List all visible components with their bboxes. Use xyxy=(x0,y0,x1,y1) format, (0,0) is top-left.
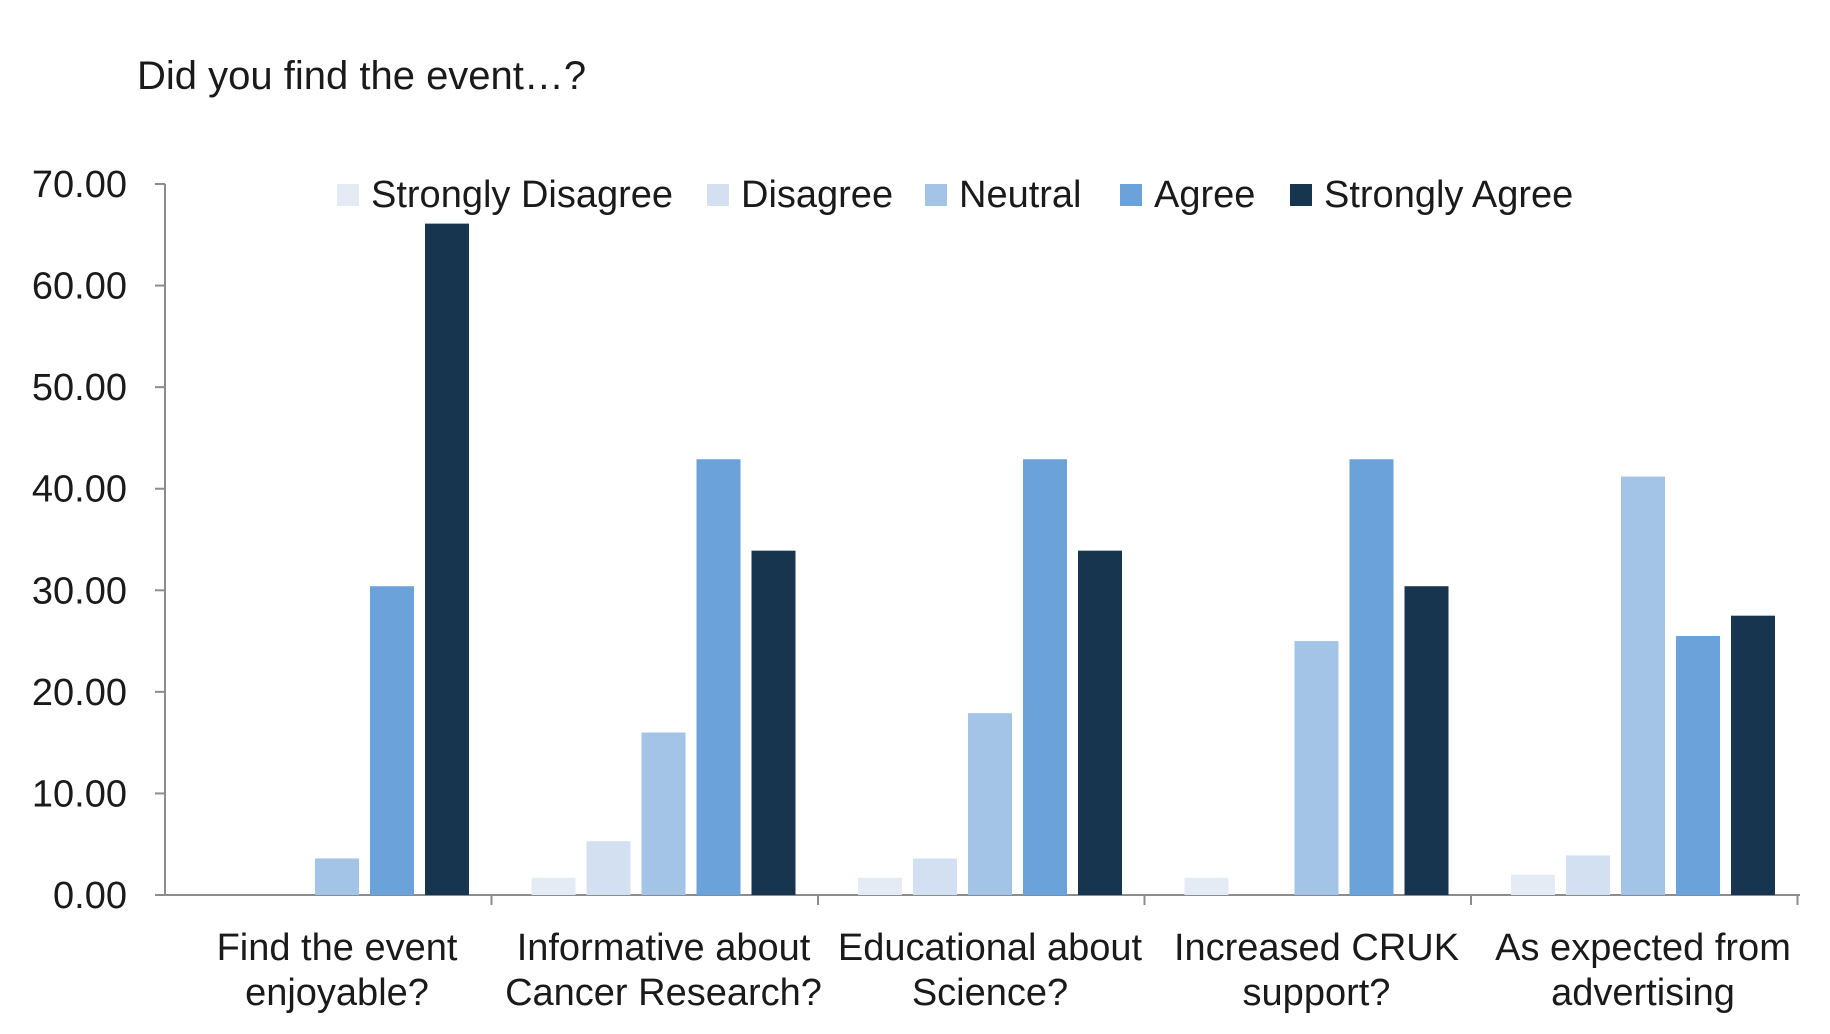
bar xyxy=(1404,586,1449,895)
legend-label: Agree xyxy=(1154,174,1255,216)
legend-swatch xyxy=(707,184,729,206)
x-category-label: Science? xyxy=(912,972,1068,1014)
x-category-label: As expected from xyxy=(1495,927,1791,969)
bar xyxy=(1349,459,1394,895)
legend-label: Neutral xyxy=(959,174,1082,216)
legend-label: Strongly Disagree xyxy=(371,174,673,216)
chart-title: Did you find the event…? xyxy=(137,54,587,98)
bar xyxy=(913,858,957,895)
bar xyxy=(696,459,741,895)
legend-swatch xyxy=(925,184,947,206)
bar xyxy=(968,713,1012,895)
legend-swatch xyxy=(337,184,359,206)
y-tick-label: 10.00 xyxy=(32,773,127,815)
x-category-label: Educational about xyxy=(838,927,1143,969)
legend-label: Strongly Agree xyxy=(1324,174,1573,216)
bar xyxy=(1294,641,1339,895)
chart-bars xyxy=(315,223,1775,895)
x-category-label: Informative about xyxy=(517,927,811,969)
bar xyxy=(1566,855,1610,895)
bar xyxy=(1676,635,1720,895)
bar xyxy=(531,877,576,895)
legend-label: Disagree xyxy=(741,174,893,216)
y-tick-label: 0.00 xyxy=(53,875,127,917)
y-tick-label: 60.00 xyxy=(32,266,127,308)
x-category-label: advertising xyxy=(1551,972,1735,1014)
bar xyxy=(641,732,686,895)
bar xyxy=(1621,476,1665,895)
y-tick-label: 40.00 xyxy=(32,469,127,511)
chart-axes: 0.00 10.00 20.00 30.00 40.00 50.00 60.00 70.00 F… xyxy=(32,164,1800,1014)
bar xyxy=(751,550,796,895)
bar xyxy=(1511,874,1555,895)
y-tick-label: 70.00 xyxy=(32,164,127,206)
x-category-label: Cancer Research? xyxy=(505,972,822,1014)
bar xyxy=(586,841,631,895)
bar xyxy=(1731,615,1775,895)
x-category-label: enjoyable? xyxy=(245,972,429,1014)
bar xyxy=(1078,550,1122,895)
bar xyxy=(1023,459,1067,895)
chart-legend: Strongly Disagree Disagree Neutral Agree Str… xyxy=(337,174,1573,216)
y-tick-label: 20.00 xyxy=(32,672,127,714)
bar xyxy=(315,858,359,895)
bar xyxy=(425,223,469,895)
bar xyxy=(370,586,414,895)
bar xyxy=(858,877,902,895)
legend-swatch xyxy=(1120,184,1142,206)
x-category-label: support? xyxy=(1243,972,1391,1014)
y-tick-label: 30.00 xyxy=(32,570,127,612)
y-tick-label: 50.00 xyxy=(32,367,127,409)
x-category-label: Increased CRUK xyxy=(1174,927,1459,969)
x-category-label: Find the event xyxy=(217,927,458,969)
legend-swatch xyxy=(1290,184,1312,206)
bar xyxy=(1184,877,1229,895)
